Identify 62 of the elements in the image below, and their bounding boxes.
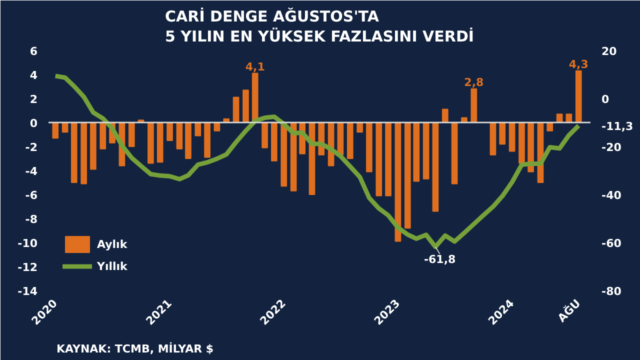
bar [166,122,173,141]
bar [385,122,392,196]
y-tick-label: -4 [25,165,38,178]
bar [100,122,106,150]
bar [176,122,183,150]
bar [52,122,59,139]
line-series [53,74,581,250]
bar [194,122,202,136]
y-tick-label: 6 [30,45,38,58]
bar [499,122,506,145]
legend-label: Yıllık [97,260,128,272]
y-tick-label: -10 [18,237,38,250]
y2-tick-label: 0 [602,93,610,106]
y-tick-label: 4 [30,69,38,82]
bar [156,122,164,163]
bar [346,122,354,159]
y-tick-label: 0 [30,117,38,130]
y2-tick-label: -60 [602,237,622,250]
bar [404,122,411,229]
bar [490,122,496,156]
y-tick-label: -8 [25,213,38,226]
bar [432,122,439,212]
bar [128,122,135,147]
chart-title: CARİ DENGE AĞUSTOS'TA 5 YILIN EN YÜKSEK FAZLASINI VERDİ [165,8,474,46]
y-tick-label: -2 [25,141,38,154]
bar [470,88,478,123]
bar [262,122,268,148]
bar [70,122,78,183]
data-label: 2,8 [464,76,484,89]
bar [271,122,278,162]
y2-tick-label: -80 [602,285,622,298]
data-label: 4,1 [245,60,265,74]
bar [413,122,420,182]
bar [508,122,516,152]
bar [252,72,258,123]
annotation: -61,8 [424,253,456,266]
bar [518,122,525,164]
bar [376,122,382,196]
data-label: 4,3 [568,58,588,71]
legend-label: Aylık [97,238,128,250]
bar [451,122,458,184]
bar [442,108,448,123]
bar [204,122,210,158]
y-tick-label: -12 [18,261,38,274]
bar [280,122,288,187]
y-tick-label: 2 [30,93,38,106]
y-tick-label: -6 [25,189,38,202]
bar [422,122,430,180]
y2-tick-label: -40 [602,189,622,202]
bar [575,70,582,123]
y2-tick-label: 20 [602,45,618,58]
y2-tick-label: -11,3 [602,120,634,134]
bar [232,96,240,123]
text: KAYNAK: TCMB, MİLYAR $ [56,342,214,356]
bar [90,122,96,170]
bar [366,122,372,172]
bar [242,90,249,123]
bar [80,122,87,184]
bar [148,122,154,164]
y-tick-label: -14 [18,285,38,298]
bar [185,122,192,159]
y2-tick-label: -20 [602,141,622,154]
